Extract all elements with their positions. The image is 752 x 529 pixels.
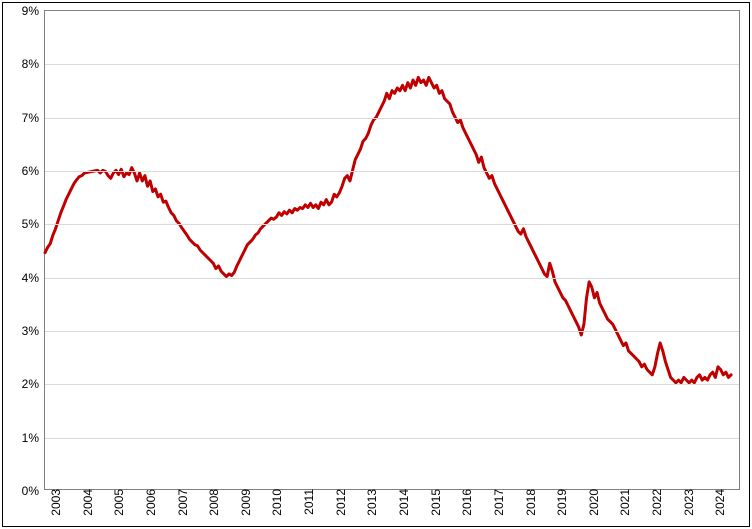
y-tick-label: 2%	[22, 377, 45, 391]
x-tick-label: 2020	[583, 489, 601, 516]
y-tick-label: 9%	[22, 4, 45, 18]
y-gridline	[45, 278, 739, 279]
y-gridline	[45, 224, 739, 225]
x-tick-label: 2022	[646, 489, 664, 516]
x-tick-label: 2024	[709, 489, 727, 516]
x-tick-label: 2004	[77, 489, 95, 516]
y-gridline	[45, 64, 739, 65]
x-tick-label: 2012	[330, 489, 348, 516]
x-tick-label: 2014	[393, 489, 411, 516]
x-tick-label: 2015	[425, 489, 443, 516]
x-tick-label: 2019	[551, 489, 569, 516]
x-tick-label: 2017	[488, 489, 506, 516]
y-gridline	[45, 331, 739, 332]
x-tick-label: 2011	[298, 489, 316, 515]
y-tick-label: 0%	[22, 484, 45, 498]
y-tick-label: 6%	[22, 164, 45, 178]
x-tick-label: 2013	[361, 489, 379, 516]
x-tick-label: 2023	[678, 489, 696, 516]
chart-container: 0% 1% 2% 3% 4% 5% 6% 7% 8% 9% 2003 2004 2005 2006 2007…	[0, 0, 752, 529]
x-tick-label: 2003	[45, 489, 63, 516]
y-tick-label: 5%	[22, 217, 45, 231]
line-series	[45, 11, 739, 489]
y-gridline	[45, 171, 739, 172]
x-tick-label: 2008	[203, 489, 221, 516]
series-path	[45, 77, 731, 382]
y-tick-label: 4%	[22, 271, 45, 285]
x-tick-label: 2021	[614, 489, 632, 516]
y-tick-label: 3%	[22, 324, 45, 338]
y-tick-label: 7%	[22, 111, 45, 125]
x-tick-label: 2018	[520, 489, 538, 516]
x-tick-label: 2010	[266, 489, 284, 516]
plot-area: 0%1%2%3%4%5%6%7%8%9%20032004200520062007…	[44, 10, 740, 490]
y-gridline	[45, 438, 739, 439]
x-tick-label: 2007	[172, 489, 190, 516]
x-tick-label: 2009	[235, 489, 253, 516]
x-tick-label: 2006	[140, 489, 158, 516]
x-tick-label: 2016	[456, 489, 474, 516]
y-tick-label: 8%	[22, 57, 45, 71]
y-tick-label: 1%	[22, 431, 45, 445]
y-gridline	[45, 384, 739, 385]
y-gridline	[45, 118, 739, 119]
x-tick-label: 2005	[108, 489, 126, 516]
